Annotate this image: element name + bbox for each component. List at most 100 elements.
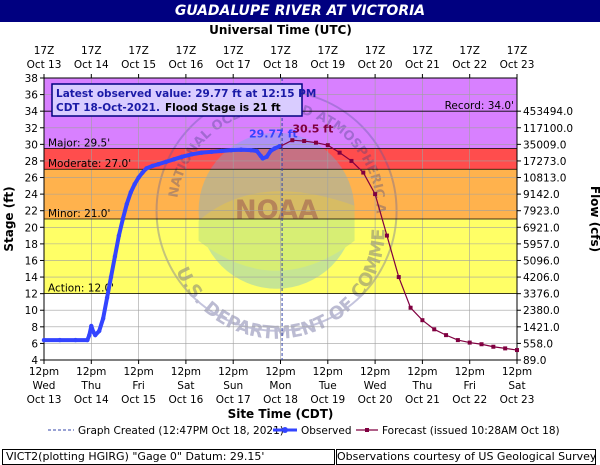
- value-annotation: 29.77 ft: [249, 128, 298, 141]
- observed-point: [248, 147, 254, 153]
- top-x-tick-date: Oct 17: [216, 59, 251, 71]
- top-x-tick-label: 17Z: [412, 45, 433, 57]
- info-box-flood-stage: Flood Stage is 21 ft: [165, 102, 281, 114]
- forecast-point: [361, 170, 366, 175]
- forecast-point: [491, 344, 496, 349]
- bottom-x-tick-time: 12pm: [76, 366, 106, 378]
- observed-point: [277, 144, 282, 149]
- bottom-x-tick-date: Oct 19: [310, 394, 345, 406]
- top-x-tick-date: Oct 16: [168, 59, 203, 71]
- observed-point: [85, 337, 90, 343]
- forecast-point: [313, 140, 318, 145]
- flow-tick-label: 5957.0: [523, 239, 560, 251]
- flow-tick-label: 10813.0: [523, 173, 566, 185]
- observed-point: [260, 156, 265, 161]
- flow-tick-label: 7923.0: [523, 206, 560, 218]
- observed-point: [179, 154, 185, 159]
- observed-point: [132, 181, 137, 187]
- observed-point: [89, 323, 94, 329]
- forecast-point: [290, 138, 295, 143]
- observed-point: [128, 190, 133, 195]
- legend-forecast-marker: [365, 428, 369, 432]
- top-x-tick-label: 17Z: [223, 45, 244, 57]
- threshold-label: Major: 29.5': [48, 138, 110, 150]
- y-tick-label: 14: [25, 272, 39, 284]
- observed-point: [112, 254, 118, 259]
- info-box-line1: Latest observed value: 29.77 ft at 12:15…: [56, 88, 316, 100]
- forecast-point: [337, 150, 342, 155]
- y-tick-label: 16: [25, 255, 39, 267]
- top-x-tick-date: Oct 23: [500, 59, 535, 71]
- forecast-point: [503, 346, 508, 351]
- observed-point: [199, 150, 204, 155]
- top-x-tick-label: 17Z: [270, 45, 291, 57]
- observed-point: [116, 233, 122, 238]
- flow-tick-label: 453494.0: [523, 106, 573, 118]
- bottom-x-tick-date: Oct 22: [452, 394, 487, 406]
- observed-point: [104, 295, 110, 300]
- forecast-point: [479, 342, 484, 347]
- flow-tick-label: 1421.0: [523, 322, 560, 334]
- observed-point: [136, 175, 141, 180]
- y-axis-label: Stage (ft): [2, 186, 16, 251]
- y-tick-label: 34: [25, 106, 39, 118]
- top-x-tick-label: 17Z: [128, 45, 149, 57]
- flow-tick-label: 17273.0: [523, 156, 566, 168]
- top-x-tick-date: Oct 21: [405, 59, 440, 71]
- observed-point: [93, 332, 98, 338]
- y-tick-label: 32: [25, 123, 38, 135]
- observed-point: [124, 201, 129, 207]
- y-tick-label: 22: [25, 206, 38, 218]
- observed-point: [189, 152, 195, 157]
- bottom-x-tick-time: 12pm: [407, 366, 437, 378]
- flow-tick-label: 89.0: [523, 355, 546, 367]
- observed-point: [150, 163, 155, 169]
- y-tick-label: 6: [31, 338, 38, 350]
- bottom-x-tick-day: Sat: [508, 380, 525, 392]
- bottom-x-tick-date: Oct 17: [216, 394, 251, 406]
- forecast-point: [408, 305, 413, 310]
- hydrograph-chart: NATIONAL OCEANIC AND ATMOSPHERIC ADMINIS…: [0, 22, 600, 437]
- flow-tick-label: 2380.0: [523, 305, 560, 317]
- observed-point: [209, 149, 214, 155]
- forecast-point: [373, 192, 378, 197]
- bottom-x-tick-day: Thu: [80, 380, 101, 392]
- bottom-x-tick-time: 12pm: [265, 366, 295, 378]
- threshold-label: Minor: 21.0': [48, 208, 110, 220]
- datum-info: VICT2(plotting HGIRG) "Gage 0" Datum: 29…: [2, 449, 335, 465]
- bottom-x-tick-date: Oct 14: [74, 394, 109, 406]
- observed-point: [108, 274, 114, 280]
- bottom-x-tick-time: 12pm: [455, 366, 485, 378]
- observed-point: [57, 337, 62, 343]
- legend-forecast: Forecast (issued 10:28AM Oct 18): [382, 425, 560, 437]
- observed-point: [264, 154, 269, 159]
- observed-point: [120, 216, 126, 222]
- threshold-label: Moderate: 27.0': [48, 158, 131, 170]
- forecast-point: [467, 340, 472, 345]
- bottom-x-tick-time: 12pm: [313, 366, 343, 378]
- forecast-point: [384, 233, 389, 238]
- y-tick-label: 28: [25, 156, 38, 168]
- forecast-point: [325, 143, 330, 148]
- observed-point: [100, 316, 106, 321]
- top-x-tick-date: Oct 13: [27, 59, 62, 71]
- observed-point: [87, 332, 92, 338]
- forecast-point: [420, 318, 425, 323]
- bottom-x-tick-day: Sat: [177, 380, 194, 392]
- observed-point: [163, 159, 169, 164]
- bottom-x-tick-time: 12pm: [171, 366, 201, 378]
- info-box: [51, 83, 303, 117]
- observed-point: [238, 147, 244, 152]
- bottom-x-tick-time: 12pm: [218, 366, 248, 378]
- bottom-x-tick-day: Tue: [318, 380, 337, 392]
- flow-tick-label: 558.0: [523, 338, 553, 350]
- chart-title: GUADALUPE RIVER AT VICTORIA: [0, 0, 600, 22]
- top-x-tick-date: Oct 18: [263, 59, 298, 71]
- bottom-x-tick-day: Wed: [364, 380, 387, 392]
- y-tick-label: 30: [25, 139, 38, 151]
- top-x-tick-date: Oct 15: [121, 59, 156, 71]
- bottom-x-tick-day: Wed: [33, 380, 56, 392]
- y-tick-label: 4: [31, 355, 38, 367]
- bottom-x-tick-day: Thu: [412, 380, 433, 392]
- y-tick-label: 18: [25, 239, 38, 251]
